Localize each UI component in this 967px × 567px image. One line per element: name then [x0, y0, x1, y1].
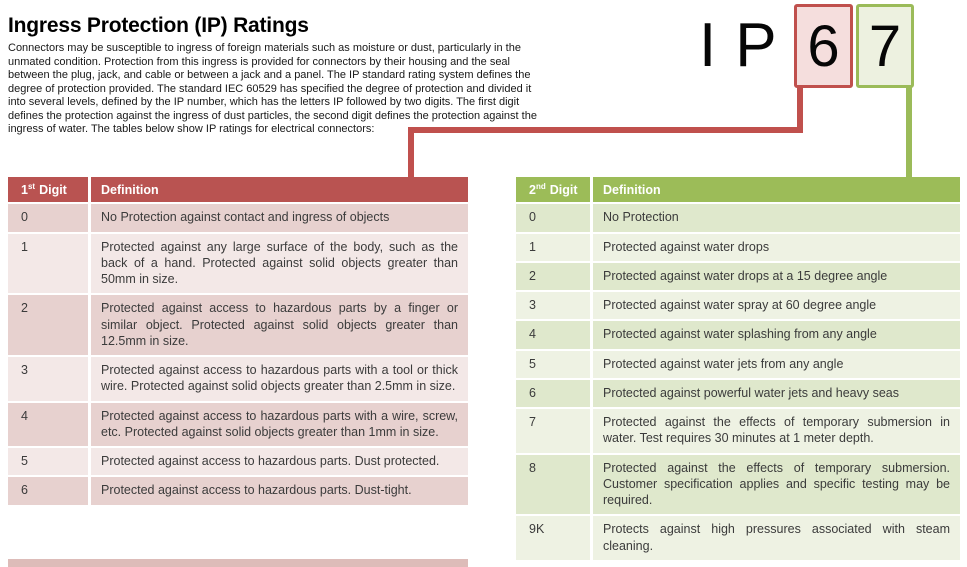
first-digit-box: 6 — [794, 4, 853, 88]
intro-paragraph: Connectors may be susceptible to ingress… — [8, 42, 537, 135]
digit-cell: 7 — [516, 409, 590, 453]
digit-cell: 5 — [516, 350, 590, 378]
digit-cell: 1 — [516, 233, 590, 261]
digit-cell: 0 — [8, 204, 88, 232]
definition-cell: Protected against water drops — [593, 233, 960, 261]
header-definition-cell: Definition — [593, 177, 960, 203]
red-connector-vertical-top — [797, 86, 803, 133]
digit-cell: 4 — [8, 402, 88, 447]
header-digit-word: Digit — [549, 183, 578, 198]
table-row: 9K Protects against high pressures assoc… — [516, 516, 960, 560]
digit-cell: 6 — [516, 379, 590, 408]
table-row: 0 No Protection against contact and ingr… — [8, 204, 468, 232]
digit-cell: 9K — [516, 516, 590, 560]
header-digit-ordinal: nd — [535, 182, 546, 191]
table-row: 5 Protected against access to hazardous … — [8, 448, 468, 476]
table-row: 2 Protected against water drops at a 15 … — [516, 262, 960, 291]
digit-cell: 6 — [8, 477, 88, 505]
ip-rating-letters: IP — [699, 10, 796, 80]
definition-cell: Protected against powerful water jets an… — [593, 379, 960, 408]
definition-cell: Protects against high pressures associat… — [593, 516, 960, 560]
table-bottom-sliver — [8, 559, 468, 567]
table-row: 4 Protected against water splashing from… — [516, 321, 960, 349]
table-row: 2 Protected against access to hazardous … — [8, 295, 468, 356]
table-header: 1st Digit Definition — [8, 177, 468, 203]
definition-cell: Protected against water spray at 60 degr… — [593, 292, 960, 320]
header-digit-cell: 2nd Digit — [516, 177, 590, 203]
definition-cell: Protected against the effects of tempora… — [593, 454, 960, 515]
definition-cell: Protected against access to hazardous pa… — [91, 295, 468, 356]
definition-cell: No Protection against contact and ingres… — [91, 204, 468, 232]
definition-cell: Protected against water splashing from a… — [593, 321, 960, 349]
table-row: 5 Protected against water jets from any … — [516, 350, 960, 378]
digit-cell: 8 — [516, 454, 590, 515]
table-row: 4 Protected against access to hazardous … — [8, 402, 468, 447]
table-row: 7 Protected against the effects of tempo… — [516, 409, 960, 453]
table-row: 3 Protected against access to hazardous … — [8, 357, 468, 401]
digit-cell: 0 — [516, 204, 590, 232]
digit-cell: 2 — [8, 295, 88, 356]
digit-cell: 1 — [8, 233, 88, 294]
second-digit-table: 2nd Digit Definition 0 No Protection 1 Pr… — [516, 177, 960, 560]
table-row: 8 Protected against the effects of tempo… — [516, 454, 960, 515]
second-digit-box: 7 — [856, 4, 914, 88]
digit-cell: 3 — [516, 292, 590, 320]
table-row: 1 Protected against water drops — [516, 233, 960, 261]
definition-cell: Protected against any large surface of t… — [91, 233, 468, 294]
digit-cell: 5 — [8, 448, 88, 476]
table-row: 1 Protected against any large surface of… — [8, 233, 468, 294]
green-connector-vertical — [906, 86, 912, 177]
header-digit-num: 2 — [529, 183, 536, 198]
header-digit-ordinal: st — [27, 182, 36, 191]
definition-cell: Protected against access to hazardous pa… — [91, 477, 468, 505]
red-connector-vertical-bottom — [408, 127, 414, 177]
red-connector-horizontal — [408, 127, 803, 133]
definition-cell: Protected against water jets from any an… — [593, 350, 960, 378]
table-row: 6 Protected against access to hazardous … — [8, 477, 468, 505]
definition-cell: No Protection — [593, 204, 960, 232]
header-definition-cell: Definition — [91, 177, 468, 203]
definition-cell: Protected against the effects of tempora… — [593, 409, 960, 453]
definition-cell: Protected against access to hazardous pa… — [91, 357, 468, 401]
header-digit-word: Digit — [39, 183, 67, 198]
table-row: 6 Protected against powerful water jets … — [516, 379, 960, 408]
definition-cell: Protected against access to hazardous pa… — [91, 402, 468, 447]
digit-cell: 2 — [516, 262, 590, 291]
first-digit-table: 1st Digit Definition 0 No Protection agai… — [8, 177, 468, 505]
definition-cell: Protected against water drops at a 15 de… — [593, 262, 960, 291]
page-title: Ingress Protection (IP) Ratings — [8, 14, 309, 38]
definition-cell: Protected against access to hazardous pa… — [91, 448, 468, 476]
header-digit-cell: 1st Digit — [8, 177, 88, 203]
header-digit-num: 1 — [21, 183, 28, 198]
table-header: 2nd Digit Definition — [516, 177, 960, 203]
table-row: 3 Protected against water spray at 60 de… — [516, 292, 960, 320]
digit-cell: 3 — [8, 357, 88, 401]
table-row: 0 No Protection — [516, 204, 960, 232]
digit-cell: 4 — [516, 321, 590, 349]
